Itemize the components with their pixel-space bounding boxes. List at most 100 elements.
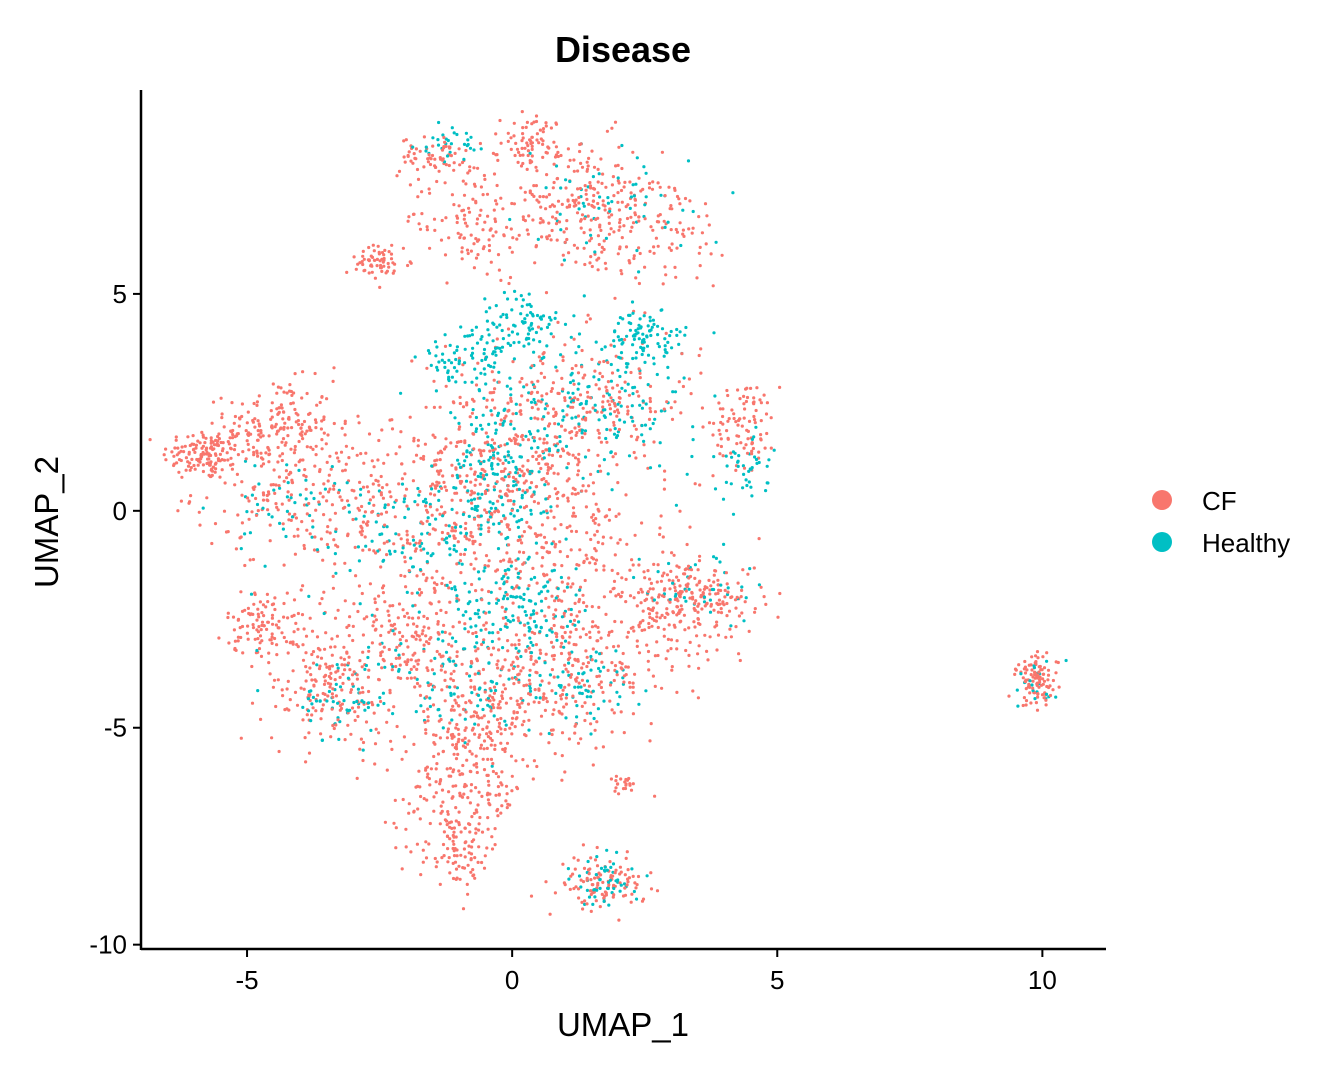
point-cf xyxy=(1030,655,1034,659)
point-healthy xyxy=(455,369,459,373)
point-cf xyxy=(560,731,565,735)
point-cf xyxy=(474,256,479,260)
point-cf xyxy=(1046,673,1051,677)
point-cf xyxy=(444,488,449,492)
point-cf xyxy=(635,639,639,643)
point-cf xyxy=(549,466,553,470)
point-cf xyxy=(504,414,508,418)
point-cf xyxy=(545,700,549,704)
point-cf xyxy=(463,736,467,740)
point-cf xyxy=(257,615,261,619)
point-healthy xyxy=(529,640,533,645)
point-cf xyxy=(235,434,239,438)
point-healthy xyxy=(426,551,430,555)
point-healthy xyxy=(511,614,515,618)
point-cf xyxy=(379,699,383,704)
point-cf xyxy=(544,652,548,656)
point-cf xyxy=(568,652,572,656)
point-cf xyxy=(197,510,201,514)
point-cf xyxy=(217,437,221,441)
point-cf xyxy=(464,521,468,526)
point-cf xyxy=(648,249,652,253)
point-cf xyxy=(293,444,297,449)
point-cf xyxy=(440,218,444,223)
point-cf xyxy=(732,412,736,416)
point-cf xyxy=(574,529,579,534)
point-cf xyxy=(503,749,507,754)
point-cf xyxy=(329,682,333,686)
point-cf xyxy=(452,534,456,538)
point-cf xyxy=(479,185,483,189)
point-cf xyxy=(403,472,407,476)
point-cf xyxy=(443,140,447,144)
point-healthy xyxy=(612,344,616,348)
point-cf xyxy=(593,562,597,566)
point-cf xyxy=(569,675,573,679)
point-cf xyxy=(459,552,463,557)
point-cf xyxy=(258,634,263,638)
point-healthy xyxy=(747,469,751,473)
point-cf xyxy=(545,195,549,199)
point-cf xyxy=(572,169,576,173)
point-cf xyxy=(612,401,617,406)
point-healthy xyxy=(239,547,243,551)
point-cf xyxy=(535,581,539,585)
point-cf xyxy=(409,159,413,163)
point-healthy xyxy=(496,547,501,551)
point-healthy xyxy=(399,642,403,646)
point-cf xyxy=(588,410,592,414)
point-cf xyxy=(572,856,576,860)
point-cf xyxy=(450,734,454,738)
point-cf xyxy=(523,633,527,637)
point-healthy xyxy=(691,209,695,214)
point-healthy xyxy=(466,138,470,142)
point-cf xyxy=(583,701,587,705)
point-cf xyxy=(457,356,461,360)
point-cf xyxy=(289,518,293,523)
point-cf xyxy=(482,866,487,870)
point-cf xyxy=(495,662,499,667)
point-cf xyxy=(333,645,337,649)
point-cf xyxy=(561,449,566,453)
point-cf xyxy=(557,220,562,224)
point-cf xyxy=(183,444,187,448)
point-healthy xyxy=(544,497,548,501)
point-cf xyxy=(292,613,296,618)
point-cf xyxy=(573,731,577,735)
point-healthy xyxy=(649,333,653,338)
point-healthy xyxy=(487,422,491,426)
point-healthy xyxy=(673,594,678,599)
point-cf xyxy=(322,513,326,517)
point-cf xyxy=(625,542,629,546)
point-cf xyxy=(547,453,551,457)
point-healthy xyxy=(542,510,546,514)
point-cf xyxy=(617,918,621,922)
point-cf xyxy=(546,411,550,415)
point-cf xyxy=(593,728,597,732)
point-healthy xyxy=(502,290,506,295)
point-cf xyxy=(407,150,411,154)
point-cf xyxy=(466,630,470,634)
point-healthy xyxy=(648,329,652,333)
point-cf xyxy=(581,843,586,847)
point-healthy xyxy=(479,371,483,375)
point-cf xyxy=(623,873,627,877)
point-healthy xyxy=(516,575,520,579)
point-cf xyxy=(438,882,442,887)
point-cf xyxy=(519,696,523,701)
point-healthy xyxy=(708,610,713,614)
point-cf xyxy=(720,253,724,257)
point-healthy xyxy=(616,321,621,325)
point-cf xyxy=(343,419,347,423)
point-cf xyxy=(435,508,439,512)
point-healthy xyxy=(471,408,475,412)
point-cf xyxy=(462,236,466,240)
point-cf xyxy=(576,741,581,745)
point-healthy xyxy=(648,319,652,323)
point-cf xyxy=(470,728,474,732)
point-healthy xyxy=(554,691,558,696)
point-cf xyxy=(385,540,389,544)
point-cf xyxy=(277,749,281,754)
point-cf xyxy=(618,396,622,400)
